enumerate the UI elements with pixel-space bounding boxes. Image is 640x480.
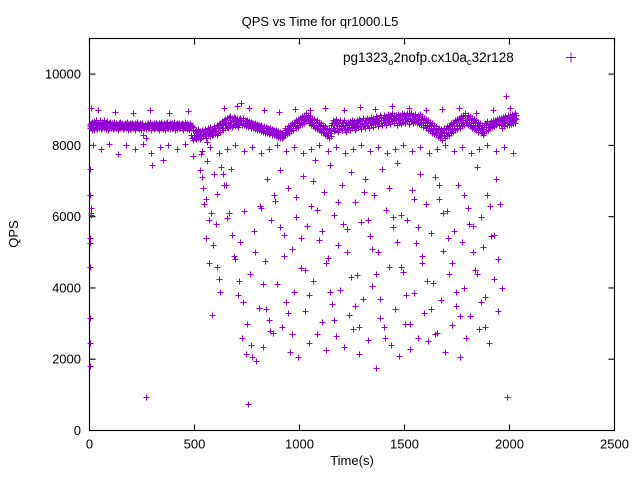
x-tick-label: 1000: [285, 437, 314, 452]
data-point-markers: [87, 93, 520, 408]
chart-title: QPS vs Time for qr1000.L5: [242, 14, 399, 29]
y-tick-label: 2000: [52, 352, 81, 367]
y-tick-label: 0: [74, 423, 81, 438]
x-tick-label: 0: [86, 437, 93, 452]
legend: pg1323o2nofp.cx10ac32r128: [343, 50, 576, 68]
legend-marker-plus: [566, 52, 576, 63]
y-axis-tick-labels: 0 2000 4000 6000 8000 10000: [45, 67, 81, 438]
y-tick-label: 10000: [45, 67, 81, 82]
x-tick-label: 2000: [495, 437, 524, 452]
y-tick-label: 6000: [52, 209, 81, 224]
y-axis-title: QPS: [6, 220, 21, 248]
x-axis-tick-labels: 0 500 1000 1500 2000 2500: [86, 437, 629, 452]
x-tick-label: 2500: [600, 437, 629, 452]
x-tick-label: 500: [184, 437, 206, 452]
series-points: [87, 93, 520, 408]
legend-series-label: pg1323o2nofp.cx10ac32r128: [343, 50, 514, 68]
plot-area-border: [88, 37, 616, 432]
y-tick-label: 8000: [52, 138, 81, 153]
x-axis-title: Time(s): [330, 453, 374, 468]
y-tick-label: 4000: [52, 280, 81, 295]
x-tick-label: 1500: [390, 437, 419, 452]
